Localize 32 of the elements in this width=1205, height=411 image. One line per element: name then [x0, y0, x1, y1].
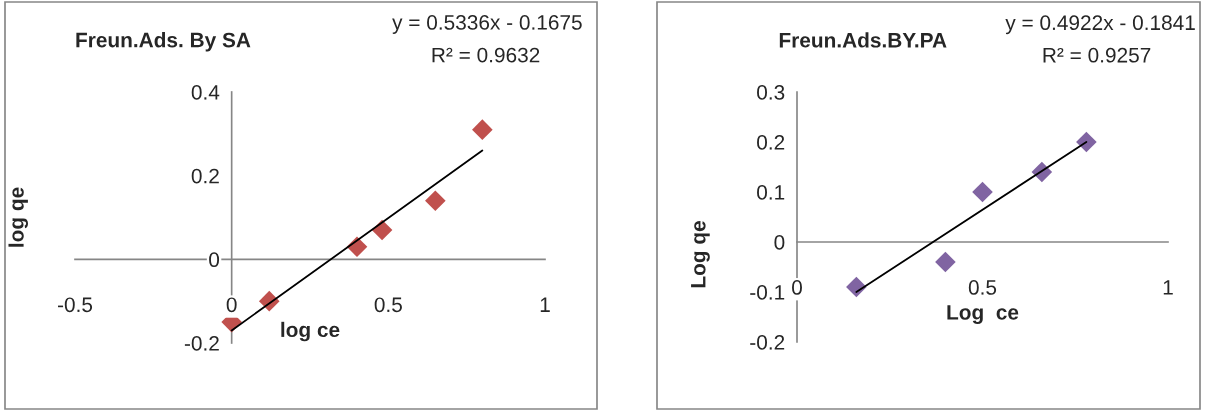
x-tick-label: 0.5: [968, 280, 997, 295]
point: [935, 251, 956, 273]
point: [425, 190, 446, 212]
y-tick-label: 0: [774, 235, 785, 250]
y-tick-label: 0.2: [191, 168, 219, 184]
x-tick-label: 0.5: [374, 297, 402, 313]
point: [972, 181, 993, 203]
y-tick-label: 0.3: [757, 85, 785, 100]
x-axis-title: Log ce: [947, 305, 1019, 324]
y-tick-label: 0.1: [757, 185, 785, 200]
text: R² = 0.9632: [432, 47, 540, 63]
y-tick-label: -0.2: [184, 336, 219, 351]
x-axis-title: log ce: [281, 321, 340, 342]
x-tick-label: -0.5: [57, 297, 93, 313]
x-tick-label: 0: [792, 280, 802, 295]
text: R² = 0.9257: [1043, 47, 1151, 63]
point: [472, 119, 493, 140]
chart-title: Freun.Ads. By SA: [76, 32, 251, 52]
point: [371, 219, 393, 241]
y-tick-label: 0: [209, 252, 220, 268]
text: y = 0.5336x - 0.1675: [392, 15, 582, 34]
x-tick-label: 1: [540, 297, 550, 312]
x-tick-label: 1: [1163, 280, 1173, 295]
y-tick-label: -0.2: [750, 335, 785, 350]
y-axis-title: log qe: [8, 187, 28, 247]
y-tick-label: 0.2: [757, 135, 785, 150]
y-axis-title: Log qe: [691, 221, 710, 288]
chart-title: Freun.Ads.BY.PA: [779, 32, 947, 48]
x-tick-label: 0: [226, 297, 237, 313]
y-tick-label: -0.1: [750, 285, 785, 300]
y-tick-label: 0.4: [191, 85, 220, 100]
text: y = 0.4922x - 0.1841: [1005, 15, 1195, 35]
